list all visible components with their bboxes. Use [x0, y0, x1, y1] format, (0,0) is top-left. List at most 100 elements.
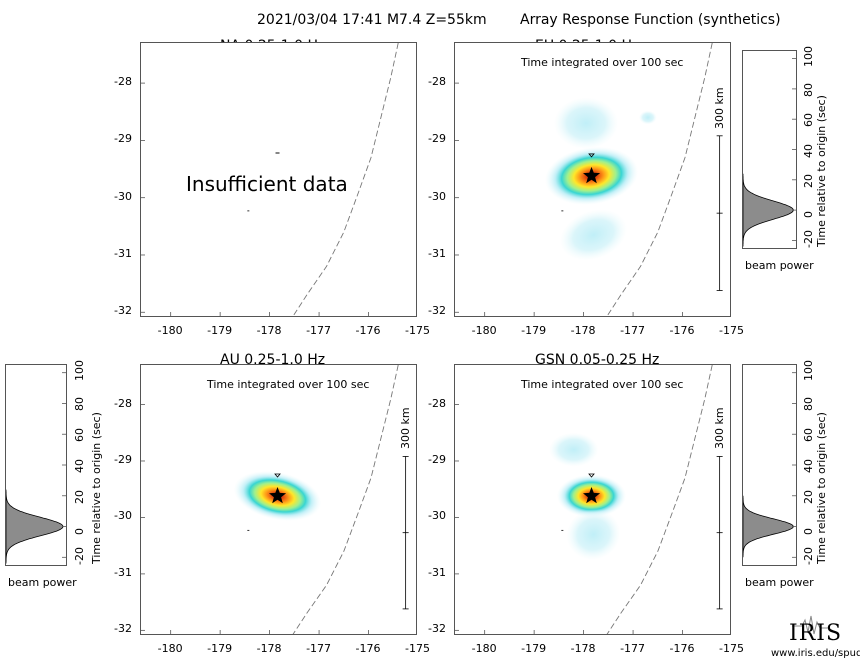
y-tick-label: -32	[114, 622, 132, 636]
epicenter-star	[269, 487, 287, 504]
y-tick-label: -31	[114, 246, 132, 260]
y-tick-label: -28	[428, 75, 446, 89]
x-tick-label: -175	[405, 642, 430, 655]
beam-y-axis-label: Time relative to origin (sec)	[90, 412, 103, 564]
y-tick-label: -30	[428, 189, 446, 203]
x-tick-label: -177	[620, 642, 646, 655]
coastline	[606, 365, 713, 634]
x-tick-label: -176	[669, 642, 695, 655]
beam-response-sidelobe	[548, 432, 599, 467]
beam-power-peak	[743, 173, 794, 247]
x-tick-label: -179	[207, 324, 233, 337]
beam-y-tick-label: 100	[73, 359, 86, 381]
epicenter-marker	[588, 153, 595, 158]
beam-y-tick-label: 80	[802, 82, 815, 97]
y-tick-label: -31	[428, 246, 446, 260]
y-tick-label: -29	[114, 132, 132, 146]
x-tick-label: -180	[157, 642, 183, 655]
beam-power-plot	[6, 372, 66, 564]
beam-y-tick-label: 20	[802, 489, 815, 504]
scale-bar-label: 300 km	[398, 407, 412, 450]
beam-x-axis-label: beam power	[745, 576, 814, 589]
beam-x-axis-label: beam power	[745, 259, 814, 272]
y-tick-label: -31	[114, 565, 132, 579]
beam-y-axis-label: Time relative to origin (sec)	[815, 412, 828, 564]
beam-y-tick-label: 0	[802, 527, 815, 535]
beam-power-panel	[742, 364, 797, 566]
beam-power-plot	[743, 58, 796, 247]
map-panel	[454, 42, 731, 317]
beam-y-tick-label: 40	[802, 459, 815, 473]
map-plot-area	[455, 43, 723, 316]
y-tick-label: -29	[428, 452, 446, 466]
iris-url[interactable]: www.iris.edu/spud	[771, 648, 860, 659]
beam-y-tick-label: 80	[73, 397, 86, 412]
coastline	[292, 365, 399, 634]
x-tick-label: -176	[669, 324, 695, 337]
beam-response-sidelobe	[553, 97, 619, 149]
beam-y-tick-label: 0	[73, 527, 86, 535]
beam-y-tick-label: 100	[802, 359, 815, 381]
product-header: Array Response Function (synthetics)	[520, 12, 781, 28]
epicenter-marker	[588, 473, 595, 478]
beam-power-panel	[5, 364, 67, 566]
beam-response-sidelobe	[559, 209, 628, 261]
iris-logo-mark	[792, 615, 830, 635]
beam-x-axis-label: beam power	[8, 576, 77, 589]
beam-y-tick-label: 100	[802, 45, 815, 67]
x-tick-label: -176	[355, 324, 381, 337]
y-tick-label: -28	[114, 75, 132, 89]
y-tick-label: -31	[428, 565, 446, 579]
iris-logo-text: IRIS	[789, 621, 843, 646]
insufficient-data-message: Insufficient data	[186, 172, 348, 196]
beam-power-peak	[6, 489, 64, 564]
beam-power-panel	[742, 50, 797, 249]
scale-bar-label: 300 km	[712, 407, 726, 450]
event-header: 2021/03/04 17:41 M7.4 Z=55km	[257, 12, 487, 28]
scale-bar-label: 300 km	[712, 87, 726, 129]
map-panel	[454, 364, 731, 635]
beam-y-tick-label: 60	[73, 428, 86, 443]
epicenter-star	[583, 487, 601, 504]
beam-y-tick-label: 20	[73, 489, 86, 504]
beam-y-tick-label: -20	[802, 547, 815, 566]
x-tick-label: -178	[570, 642, 596, 655]
map-plot-area	[455, 365, 723, 634]
beam-y-tick-label: 40	[73, 459, 86, 473]
x-tick-label: -175	[719, 324, 744, 337]
coastline	[292, 43, 399, 316]
y-tick-label: -32	[428, 304, 446, 318]
map-panel	[140, 364, 417, 635]
x-tick-label: -175	[405, 324, 430, 337]
beam-response-sidelobe	[566, 508, 621, 560]
y-tick-label: -30	[114, 189, 132, 203]
beam-power-plot	[743, 372, 796, 558]
y-tick-label: -28	[428, 396, 446, 410]
integration-note: Time integrated over 100 sec	[521, 56, 684, 69]
beam-y-tick-label: 0	[802, 211, 815, 219]
beam-y-tick-label: -20	[802, 230, 815, 249]
beam-y-tick-label: -20	[73, 547, 86, 566]
integration-note: Time integrated over 100 sec	[207, 378, 370, 391]
x-tick-label: -180	[471, 324, 497, 337]
beam-y-tick-label: 20	[802, 173, 815, 188]
x-tick-label: -178	[256, 642, 282, 655]
x-tick-label: -177	[620, 324, 646, 337]
y-tick-label: -29	[114, 452, 132, 466]
x-tick-label: -176	[355, 642, 381, 655]
x-tick-label: -180	[157, 324, 183, 337]
beam-y-tick-label: 60	[802, 113, 815, 128]
y-tick-label: -32	[428, 622, 446, 636]
epicenter-star	[583, 166, 601, 184]
integration-note: Time integrated over 100 sec	[521, 378, 684, 391]
beam-power-peak	[743, 495, 794, 558]
beam-y-tick-label: 40	[802, 143, 815, 158]
y-tick-label: -30	[114, 509, 132, 523]
beam-y-tick-label: 60	[802, 428, 815, 443]
beam-y-axis-label: Time relative to origin (sec)	[815, 95, 828, 247]
x-tick-label: -178	[256, 324, 282, 337]
coastline	[606, 43, 713, 316]
x-tick-label: -179	[521, 324, 547, 337]
x-tick-label: -177	[306, 642, 332, 655]
beam-response-sidelobe	[639, 110, 657, 125]
